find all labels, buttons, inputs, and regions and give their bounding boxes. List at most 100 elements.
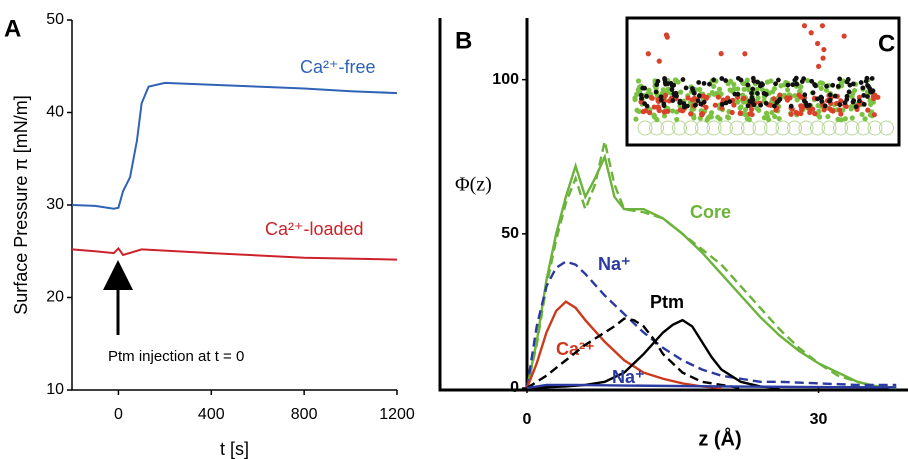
- inset-particle: [715, 94, 721, 100]
- series-label: Ca²⁺-loaded: [265, 219, 364, 239]
- x-tick-label: 1200: [379, 406, 415, 423]
- inset-particle: [658, 97, 664, 103]
- inset-particle: [654, 117, 660, 123]
- inset-particle: [815, 103, 821, 109]
- inset-particle: [661, 113, 668, 119]
- inset-particle: [849, 115, 855, 121]
- inset-particle: [827, 106, 833, 112]
- inset-particle: [801, 23, 808, 29]
- inset-bead: [856, 120, 871, 136]
- y-tick-label: 50: [46, 11, 64, 28]
- inset-particle: [664, 34, 670, 40]
- inset-particle: [810, 90, 816, 96]
- inset-particle: [827, 97, 833, 103]
- inset-particle: [735, 86, 741, 92]
- inset-particle: [632, 95, 638, 101]
- series-label: Ca²⁺-free: [300, 57, 376, 77]
- inset-particle: [717, 116, 723, 122]
- inset-particle: [824, 83, 829, 89]
- inset-particle: [837, 102, 843, 108]
- inset-particle: [737, 110, 743, 117]
- inset-particle: [655, 78, 661, 84]
- inset-particle: [798, 84, 804, 90]
- inset-particle: [837, 76, 843, 82]
- inset-particle: [788, 103, 794, 109]
- inset-particle: [865, 94, 870, 99]
- inset-particle: [792, 93, 798, 99]
- inset-particle: [653, 89, 659, 95]
- inset-particle: [820, 55, 826, 61]
- inset-particle: [670, 98, 676, 103]
- x-tick-label: 400: [198, 406, 225, 423]
- inset-particle: [716, 86, 723, 92]
- series-line: [71, 81, 398, 210]
- y-tick-label: 50: [501, 225, 519, 242]
- inset-particle: [745, 103, 751, 109]
- inset-particle: [857, 98, 862, 104]
- inset-bead: [637, 120, 653, 136]
- inset-particle: [703, 104, 709, 110]
- inset-particle: [844, 96, 850, 102]
- x-tick-label: 0: [523, 411, 532, 428]
- inset-particle: [846, 89, 852, 95]
- inset-particle: [670, 108, 676, 114]
- inset-particle: [691, 90, 697, 96]
- panel-label: B: [455, 27, 472, 54]
- inset-particle: [862, 116, 868, 122]
- inset-particle: [865, 83, 870, 88]
- inset-bead: [695, 120, 710, 136]
- inset-particle: [669, 87, 675, 92]
- inset-bead: [867, 120, 883, 136]
- inset-particle: [677, 107, 683, 113]
- inset-particle: [801, 98, 807, 104]
- series-line: [71, 246, 398, 261]
- inset-particle: [798, 110, 804, 117]
- inset-particle: [818, 85, 824, 91]
- inset-particle: [661, 103, 667, 109]
- inset-particle: [668, 81, 674, 86]
- inset-bead: [672, 120, 687, 136]
- inset-particle: [680, 77, 686, 82]
- inset-particle: [707, 81, 712, 87]
- annotation: Ptm injection at t = 0: [108, 348, 244, 365]
- inset-particle: [807, 109, 813, 116]
- panel-label: C: [878, 30, 895, 57]
- inset-particle: [640, 109, 646, 115]
- inset-particle: [847, 82, 853, 88]
- y-axis-label: Surface Pressure π [mN/m]: [11, 95, 31, 314]
- inset-particle: [665, 108, 671, 114]
- inset-particle: [731, 81, 737, 87]
- y-tick-label: 0: [510, 379, 519, 396]
- inset-particle: [769, 109, 775, 116]
- series-label: Na⁺: [598, 254, 631, 274]
- inset-particle: [639, 95, 645, 101]
- inset-bead: [660, 120, 676, 136]
- panel-label: A: [4, 15, 21, 42]
- inset-particle: [696, 93, 702, 99]
- inset-particle: [838, 111, 844, 117]
- inset-particle: [647, 110, 653, 116]
- inset-bead: [879, 120, 894, 136]
- inset-particle: [861, 93, 867, 98]
- inset-particle: [749, 90, 754, 96]
- inset-particle: [860, 85, 866, 91]
- series-line: [525, 260, 897, 389]
- inset-particle: [701, 99, 707, 105]
- inset-particle: [837, 107, 843, 113]
- inset-particle: [651, 112, 657, 118]
- inset-particle: [697, 86, 703, 93]
- series-line: [526, 318, 780, 390]
- inset-bead: [821, 120, 837, 136]
- inset-bead: [752, 120, 768, 136]
- inset-particle: [815, 40, 821, 47]
- inset-particle: [708, 110, 715, 116]
- inset-particle: [757, 83, 763, 89]
- inset-particle: [742, 106, 749, 113]
- inset-particle: [712, 102, 718, 108]
- inset-particle: [735, 75, 741, 81]
- inset-particle: [788, 111, 794, 117]
- y-tick-label: 10: [46, 381, 64, 398]
- inset-particle: [793, 75, 799, 81]
- inset-particle: [656, 107, 662, 114]
